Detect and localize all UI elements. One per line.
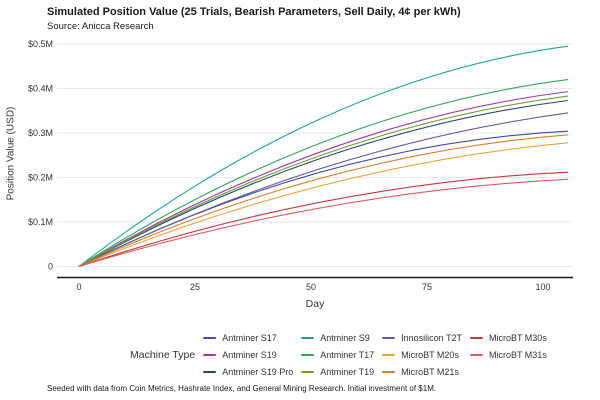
legend-swatch-icon [469,336,483,339]
y-axis-title: Position Value (USD) [5,106,17,201]
series-line-antminer-s19-pro [78,99,569,267]
legend-swatch-icon [382,336,396,339]
legend-column: MicroBT M30s MicroBT M31s [469,329,547,363]
legend-swatch-icon [382,370,396,373]
series-line-microbt-m31s [78,178,569,268]
legend-columns: Antminer S17 Antminer S19 Antminer S19 Pro… [203,329,555,380]
series-line-microbt-m21s [78,134,569,267]
series-line-microbt-m30s [78,171,569,268]
legend-label: Antminer S17 [222,332,277,343]
x-tick-label: 100 [535,282,550,292]
series-line-antminer-t17 [78,79,569,267]
legend-title: Machine Type [130,348,196,361]
legend-label: Antminer S19 Pro [222,366,294,377]
legend-item-microbt-m31s: MicroBT M31s [469,346,547,363]
legend-swatch-icon [203,353,217,356]
y-tick-label: $0.5M [28,39,53,49]
legend-item-antminer-t17: Antminer T17 [301,346,374,363]
x-tick-label: 25 [190,282,200,292]
legend-swatch-icon [203,370,217,373]
x-axis-title: Day [305,298,325,310]
legend-item-microbt-m20s: MicroBT M20s [382,346,462,363]
series-line-antminer-t19 [78,95,569,267]
legend: Machine Type Antminer S17 Antminer S19 Ant… [130,329,555,380]
legend-swatch-icon [469,353,483,356]
legend-swatch-icon [203,336,217,339]
legend-label: Antminer T17 [320,349,375,360]
legend-label: Antminer S19 [222,349,277,360]
legend-label: Antminer S9 [320,332,370,343]
series-line-innosilicon-t2t [78,112,569,267]
legend-item-antminer-s17: Antminer S17 [203,329,293,346]
series-line-antminer-s9 [78,45,569,267]
chart-title: Simulated Position Value (25 Trials, Bea… [47,6,461,18]
x-tick-label: 50 [306,282,316,292]
chart-caption: Seeded with data from Coin Metrics, Hash… [47,384,437,393]
legend-item-antminer-s19: Antminer S19 [203,346,293,363]
legend-label: MicroBT M20s [401,349,459,360]
y-tick-label: $0.4M [28,84,53,94]
legend-item-innosilicon-t2t: Innosilicon T2T [382,329,462,346]
legend-column: Antminer S9 Antminer T17 Antminer T19 [301,329,374,380]
x-tick-label: 0 [76,282,81,292]
y-tick-label: $0.2M [28,173,53,183]
legend-item-antminer-s9: Antminer S9 [301,329,374,346]
legend-swatch-icon [301,336,315,339]
legend-label: MicroBT M31s [488,349,547,360]
legend-item-microbt-m30s: MicroBT M30s [469,329,547,346]
legend-item-microbt-m21s: MicroBT M21s [382,363,462,380]
y-tick-label: 0 [48,262,53,272]
legend-column: Innosilicon T2T MicroBT M20s MicroBT M21s [382,329,462,380]
legend-item-antminer-s19-pro: Antminer S19 Pro [203,363,293,380]
legend-item-antminer-t19: Antminer T19 [301,363,374,380]
legend-label: MicroBT M30s [488,332,547,343]
legend-label: Antminer T19 [320,366,375,377]
legend-label: MicroBT M21s [401,366,459,377]
chart-subtitle: Source: Anicca Research [47,21,154,32]
legend-column: Antminer S17 Antminer S19 Antminer S19 Pro [203,329,293,380]
series-line-antminer-s19 [78,91,569,267]
y-tick-label: $0.3M [28,128,53,138]
legend-swatch-icon [301,353,315,356]
legend-swatch-icon [382,353,396,356]
x-tick-label: 75 [422,282,432,292]
y-tick-label: $0.1M [28,217,53,227]
legend-swatch-icon [301,370,315,373]
legend-label: Innosilicon T2T [401,332,462,343]
series-line-microbt-m20s [78,142,569,268]
